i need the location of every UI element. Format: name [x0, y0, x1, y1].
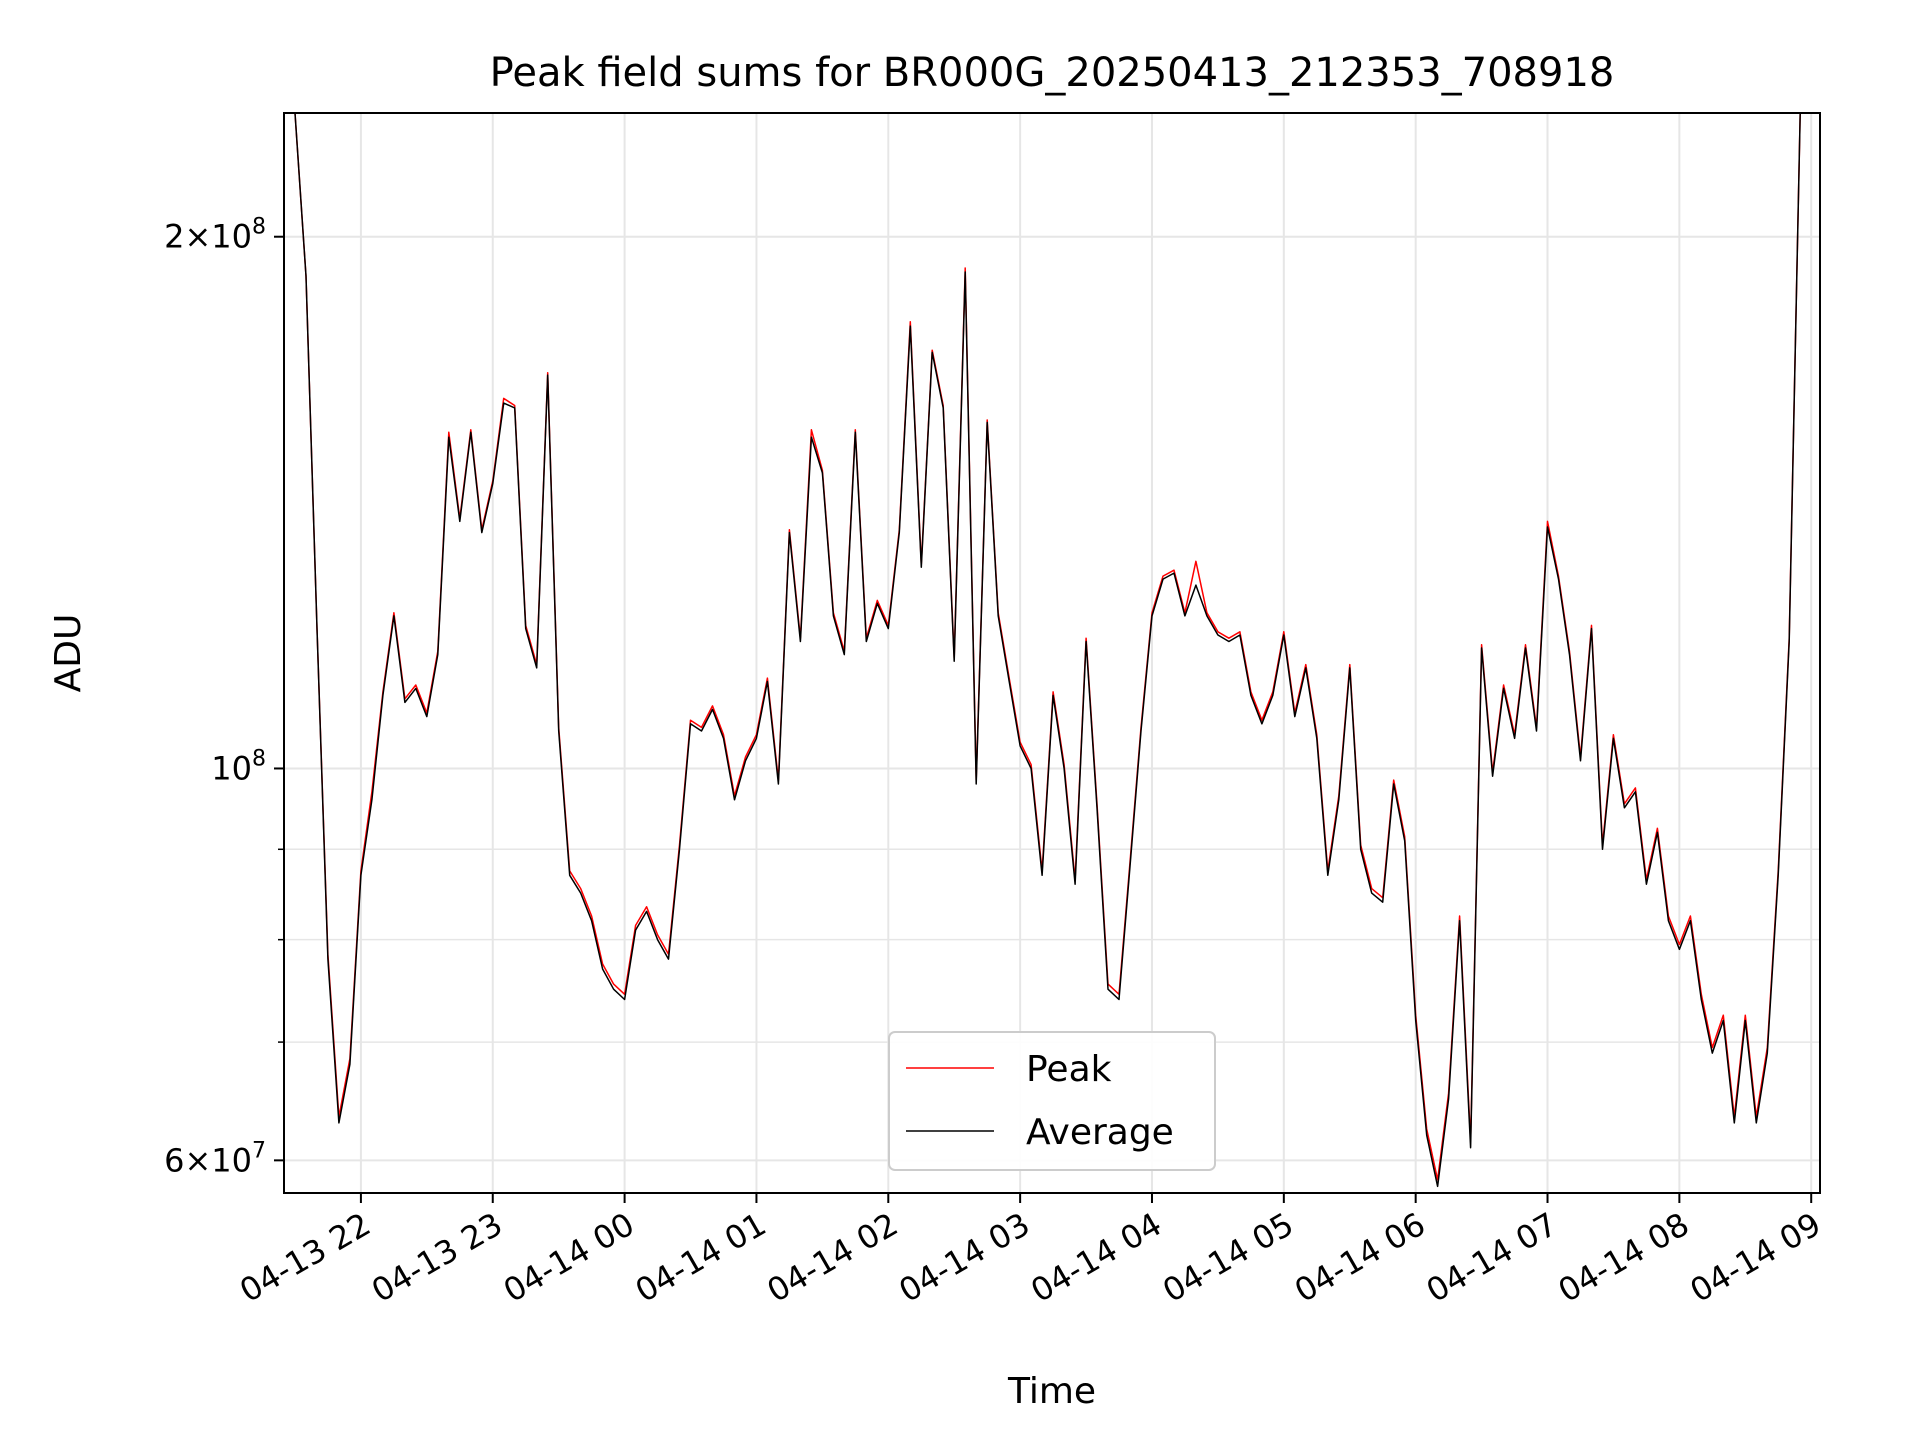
y-axis-label: ADU	[48, 614, 89, 693]
legend-box	[888, 1031, 1216, 1171]
chart-title: Peak field sums for BR000G_20250413_2123…	[490, 50, 1615, 96]
legend-peak-label: Peak	[1026, 1049, 1112, 1090]
average-series-line	[284, 113, 1801, 1188]
y-tick-label: 6×107	[164, 1138, 266, 1179]
legend-average-label: Average	[1026, 1112, 1174, 1153]
plot-frame	[283, 112, 1821, 1194]
y-tick-label: 108	[211, 746, 266, 787]
legend: Peak Average	[888, 1031, 1216, 1171]
series-layer	[284, 113, 1801, 1188]
y-tick-label: 2×108	[164, 215, 266, 256]
x-axis-label: Time	[1007, 1371, 1096, 1412]
